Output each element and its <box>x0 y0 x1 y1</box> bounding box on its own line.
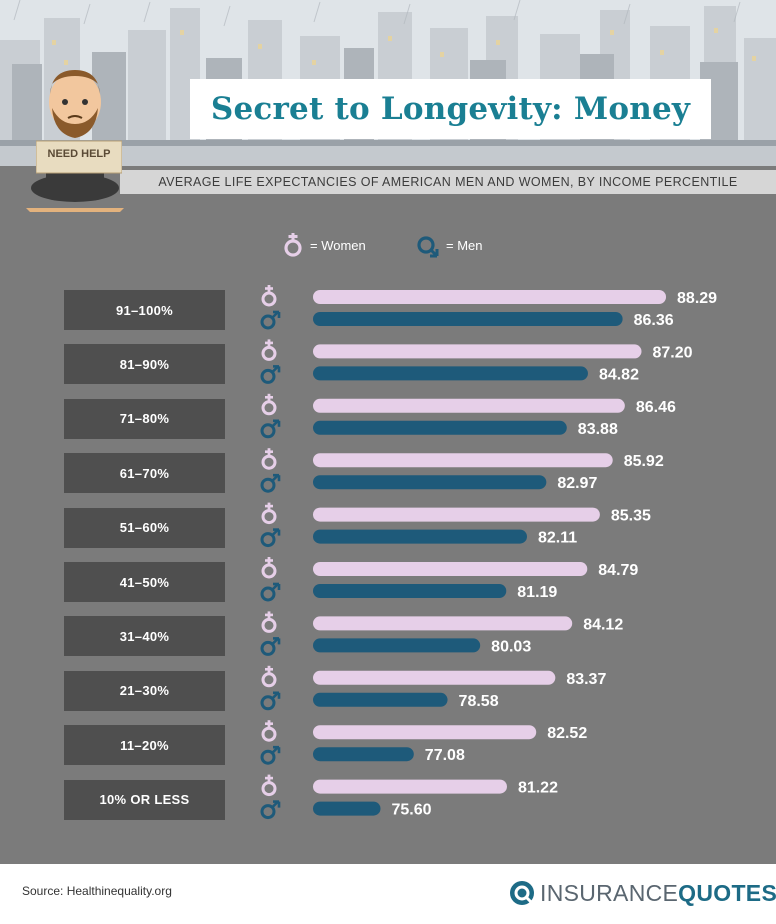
female-symbol-icon <box>261 557 277 579</box>
women-value-label: 83.37 <box>566 671 606 688</box>
women-value-label: 81.22 <box>518 780 558 797</box>
men-bar <box>313 692 448 707</box>
subtitle-band: AVERAGE LIFE EXPECTANCIES OF AMERICAN ME… <box>120 170 776 194</box>
female-symbol-icon <box>261 448 277 470</box>
source-note: Source: Healthinequality.org <box>22 884 172 898</box>
women-value-label: 85.35 <box>611 508 651 525</box>
women-bar <box>313 616 573 631</box>
women-bar <box>313 398 625 413</box>
legend-men-label: = Men <box>446 237 483 253</box>
men-bar <box>313 638 481 653</box>
insurancequotes-logo-icon <box>510 881 534 905</box>
category-label: 91–100% <box>115 302 174 318</box>
cardboard-sign <box>36 140 122 174</box>
men-bar <box>313 312 623 326</box>
men-value-label: 83.88 <box>578 421 618 438</box>
category-label-box: 81–90% <box>64 344 225 385</box>
female-symbol-icon <box>261 774 277 797</box>
female-symbol-icon <box>261 720 277 742</box>
male-symbol-icon <box>260 473 281 493</box>
women-bar <box>313 290 667 304</box>
male-symbol-icon <box>260 419 281 439</box>
women-value-label: 85.92 <box>624 453 664 470</box>
legend-men: = Men <box>416 232 483 258</box>
female-symbol-icon <box>261 611 277 633</box>
category-label-box: 21–30% <box>64 670 225 711</box>
women-bar <box>313 779 507 794</box>
chart-title: Secret to Longevity: Money <box>210 91 691 127</box>
category-label: 71–80% <box>119 411 170 427</box>
women-value-label: 84.79 <box>598 562 638 579</box>
women-bar <box>313 507 600 522</box>
category-label-box: 71–80% <box>64 398 225 439</box>
legend-women-label: = Women <box>310 237 366 253</box>
men-bar <box>313 420 567 435</box>
category-label-box: 51–60% <box>64 507 225 548</box>
men-value-label: 81.19 <box>517 584 557 601</box>
male-symbol-icon <box>417 236 439 258</box>
men-bar <box>313 801 381 816</box>
brand-name-part2: QUOTES <box>678 879 776 906</box>
women-value-label: 82.52 <box>547 725 587 742</box>
female-symbol-icon <box>284 233 302 257</box>
men-value-label: 82.97 <box>557 475 597 492</box>
category-label: 51–60% <box>119 520 170 536</box>
women-bar <box>313 670 556 685</box>
sign-text: NEED HELP <box>47 148 111 160</box>
category-label-box: 91–100% <box>64 290 225 330</box>
male-symbol-icon <box>260 800 281 820</box>
women-value-label: 84.12 <box>583 616 623 633</box>
men-bar <box>313 747 414 762</box>
category-label: 11–20% <box>120 737 169 753</box>
men-bar <box>313 584 507 598</box>
male-symbol-icon <box>260 745 281 765</box>
women-bar <box>313 562 588 576</box>
men-bar <box>313 366 588 381</box>
men-bar <box>313 529 527 544</box>
women-bar <box>313 453 613 468</box>
category-label: 21–30% <box>119 683 170 699</box>
men-value-label: 86.36 <box>634 312 674 329</box>
male-symbol-icon <box>260 691 281 711</box>
male-symbol-icon <box>260 365 281 384</box>
male-symbol-icon <box>260 637 281 656</box>
men-bar <box>313 475 547 490</box>
men-value-label: 75.60 <box>392 802 432 819</box>
category-label-box: 10% OR LESS <box>64 779 225 820</box>
category-label: 31–40% <box>119 628 170 644</box>
brand-name-part1: INSURANCE <box>540 879 679 906</box>
men-value-label: 78.58 <box>459 693 499 710</box>
category-label-box: 31–40% <box>64 616 225 657</box>
title-box: Secret to Longevity: Money <box>190 79 711 139</box>
women-value-label: 88.29 <box>677 290 717 307</box>
female-symbol-icon <box>261 502 277 525</box>
category-label: 61–70% <box>119 465 170 481</box>
men-value-label: 84.82 <box>599 366 639 383</box>
women-value-label: 86.46 <box>636 399 676 416</box>
category-label-box: 41–50% <box>64 562 225 602</box>
male-symbol-icon <box>260 528 281 548</box>
category-label: 81–90% <box>119 356 170 372</box>
category-label-box: 61–70% <box>64 453 225 494</box>
men-value-label: 80.03 <box>491 638 531 655</box>
men-value-label: 77.08 <box>425 747 465 764</box>
brand-logo: INSURANCE QUOTES <box>508 876 776 910</box>
female-symbol-icon <box>261 393 277 416</box>
male-symbol-icon <box>260 310 281 330</box>
men-value-label: 82.11 <box>538 530 577 547</box>
female-symbol-icon <box>261 339 277 361</box>
category-label: 10% OR LESS <box>99 792 190 808</box>
legend-women: = Women <box>282 232 366 258</box>
category-label: 41–50% <box>119 574 170 590</box>
female-symbol-icon <box>261 285 277 307</box>
women-bar <box>313 725 537 740</box>
male-symbol-icon <box>260 582 281 602</box>
female-symbol-icon <box>261 665 277 688</box>
category-label-box: 11–20% <box>64 725 225 766</box>
women-value-label: 87.20 <box>653 344 693 361</box>
chart-subtitle: AVERAGE LIFE EXPECTANCIES OF AMERICAN ME… <box>158 175 738 189</box>
women-bar <box>313 344 642 359</box>
